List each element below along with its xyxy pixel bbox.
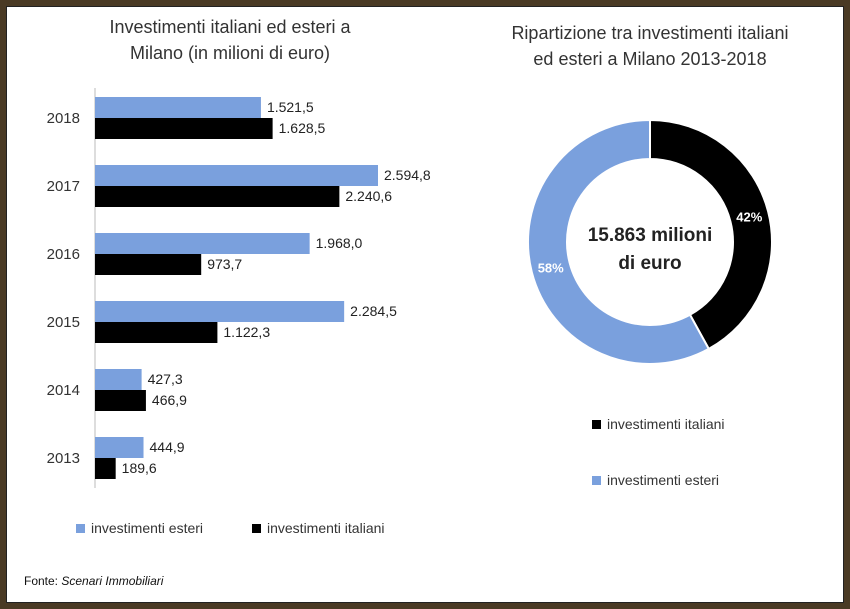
bar-esteri-2015 xyxy=(95,301,345,322)
bar-value-label-esteri-2015: 2.284,5 xyxy=(350,303,397,319)
bar-value-label-esteri-2017: 2.594,8 xyxy=(384,167,431,183)
donut-chart-title-line-1: Ripartizione tra investimenti italiani xyxy=(511,23,789,43)
bar-italiani-2016 xyxy=(95,254,202,275)
bar-italiani-2013 xyxy=(95,458,116,479)
bar-esteri-2017 xyxy=(95,165,378,186)
source-note: Fonte: Scenari Immobiliari xyxy=(24,574,163,588)
bar-italiani-2015 xyxy=(95,322,218,343)
bar-value-label-italiani-2016: 973,7 xyxy=(207,256,242,272)
donut-center-text-line-1: 15.863 milioni xyxy=(588,225,713,246)
bar-legend-esteri: investimenti esteri xyxy=(76,520,203,536)
bar-esteri-2014 xyxy=(95,369,142,390)
legend-swatch-italiani xyxy=(252,523,261,533)
source-name: Scenari Immobiliari xyxy=(61,574,164,588)
donut-slice-esteri xyxy=(527,118,711,365)
donut-slice-label-italiani: 42% xyxy=(736,210,762,225)
donut-slice-italiani xyxy=(649,118,773,351)
bar-esteri-2013 xyxy=(95,437,144,458)
donut-center-text-line-2: di euro xyxy=(618,253,681,274)
bar-esteri-2018 xyxy=(95,97,261,118)
bar-value-label-italiani-2015: 1.122,3 xyxy=(223,324,270,340)
bar-chart-title-line-1: Investimenti italiani ed esteri a xyxy=(109,17,351,37)
bar-legend-italiani-label: investimenti italiani xyxy=(267,520,385,536)
source-prefix: Fonte: xyxy=(24,574,59,588)
donut-chart-title-line-2: ed esteri a Milano 2013-2018 xyxy=(533,49,767,69)
donut-legend-esteri-label: investimenti esteri xyxy=(607,472,720,488)
bar-esteri-2016 xyxy=(95,233,310,254)
bar-category-label-2013: 2013 xyxy=(47,450,80,467)
bar-category-label-2016: 2016 xyxy=(47,246,80,263)
bar-category-label-2014: 2014 xyxy=(47,382,80,399)
bar-value-label-italiani-2017: 2.240,6 xyxy=(345,188,392,204)
donut-legend-italiani: investimenti italiani xyxy=(592,416,725,432)
bar-value-label-italiani-2018: 1.628,5 xyxy=(279,120,326,136)
bar-value-label-esteri-2013: 444,9 xyxy=(150,439,185,455)
bar-legend-esteri-label: investimenti esteri xyxy=(91,520,204,536)
bar-italiani-2014 xyxy=(95,390,146,411)
legend-swatch-esteri xyxy=(76,523,85,533)
bar-category-label-2017: 2017 xyxy=(47,178,80,195)
donut-chart-title: Ripartizione tra investimenti italiani e… xyxy=(470,20,830,72)
donut-legend-swatch-italiani xyxy=(592,419,601,429)
bar-value-label-esteri-2016: 1.968,0 xyxy=(316,235,363,251)
donut-legend-esteri: investimenti esteri xyxy=(592,472,719,488)
bar-chart-title-line-2: Milano (in milioni di euro) xyxy=(129,43,331,63)
bar-italiani-2018 xyxy=(95,118,273,139)
bar-chart-title: Investimenti italiani ed esteri a Milano… xyxy=(40,14,420,66)
bar-legend-italiani: investimenti italiani xyxy=(252,520,385,536)
donut-slice-label-esteri: 58% xyxy=(538,260,564,275)
bar-value-label-italiani-2014: 466,9 xyxy=(152,392,187,408)
bar-value-label-esteri-2018: 1.521,5 xyxy=(267,99,314,115)
donut-legend-italiani-label: investimenti italiani xyxy=(607,416,725,432)
bar-category-label-2018: 2018 xyxy=(47,110,80,127)
bar-value-label-esteri-2014: 427,3 xyxy=(148,371,183,387)
bar-value-label-italiani-2013: 189,6 xyxy=(122,460,157,476)
bar-italiani-2017 xyxy=(95,186,340,207)
donut-legend-swatch-esteri xyxy=(592,475,601,485)
bar-category-label-2015: 2015 xyxy=(47,314,80,331)
